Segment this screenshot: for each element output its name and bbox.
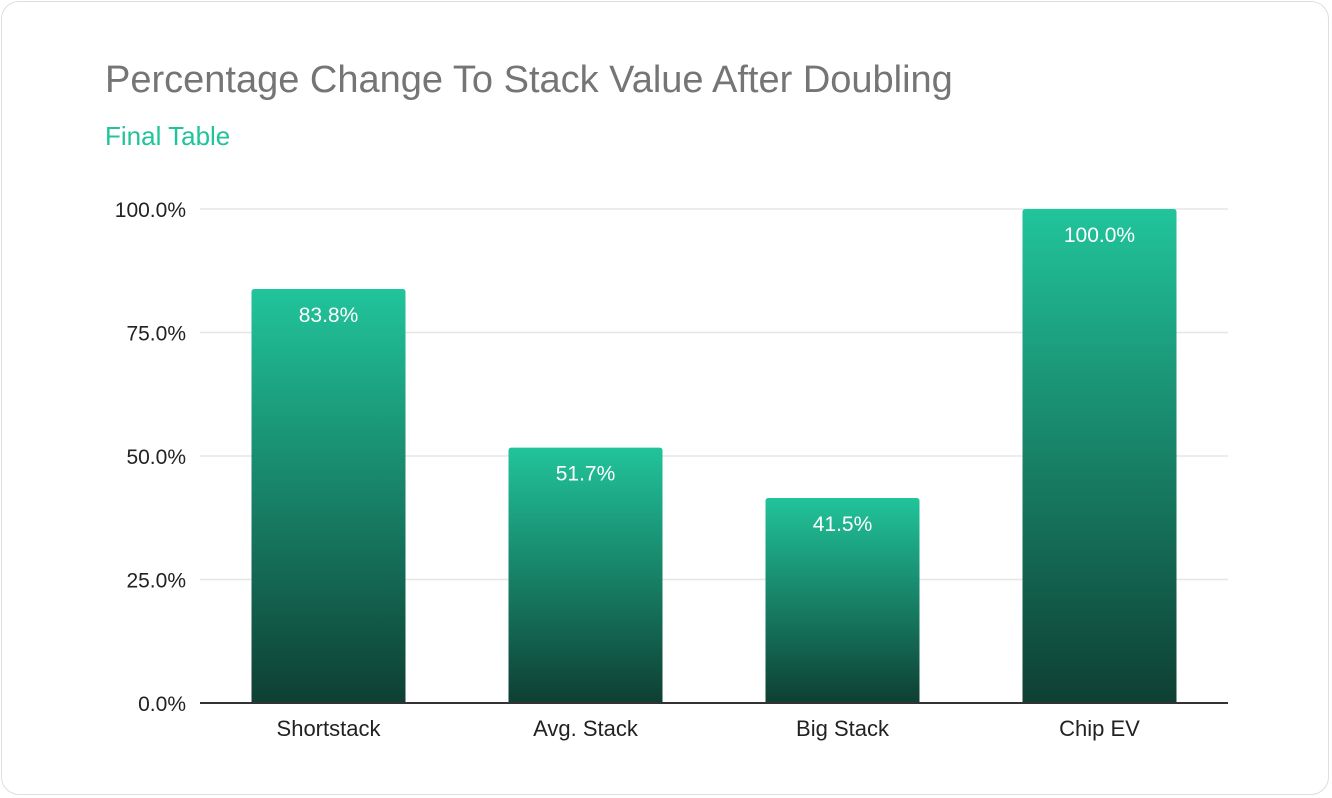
- x-category-label: Shortstack: [277, 716, 382, 741]
- chart-title: Percentage Change To Stack Value After D…: [105, 59, 953, 101]
- bar-shortstack[interactable]: [251, 289, 406, 703]
- bar-avg-stack[interactable]: [508, 447, 663, 703]
- y-tick-label: 50.0%: [126, 446, 186, 469]
- data-label: 83.8%: [299, 304, 359, 327]
- x-category-label: Big Stack: [796, 716, 890, 741]
- y-tick-label: 100.0%: [115, 199, 186, 222]
- data-label: 41.5%: [813, 513, 873, 536]
- data-label: 51.7%: [556, 463, 616, 486]
- y-tick-label: 0.0%: [138, 693, 186, 716]
- x-category-label: Avg. Stack: [533, 716, 639, 741]
- y-tick-label: 75.0%: [126, 323, 186, 346]
- y-tick-label: 25.0%: [126, 570, 186, 593]
- x-category-label: Chip EV: [1059, 716, 1140, 741]
- data-label: 100.0%: [1064, 224, 1135, 247]
- bar-big-stack[interactable]: [765, 497, 920, 703]
- bar-chip-ev[interactable]: [1022, 209, 1177, 703]
- chart-subtitle: Final Table: [105, 121, 231, 151]
